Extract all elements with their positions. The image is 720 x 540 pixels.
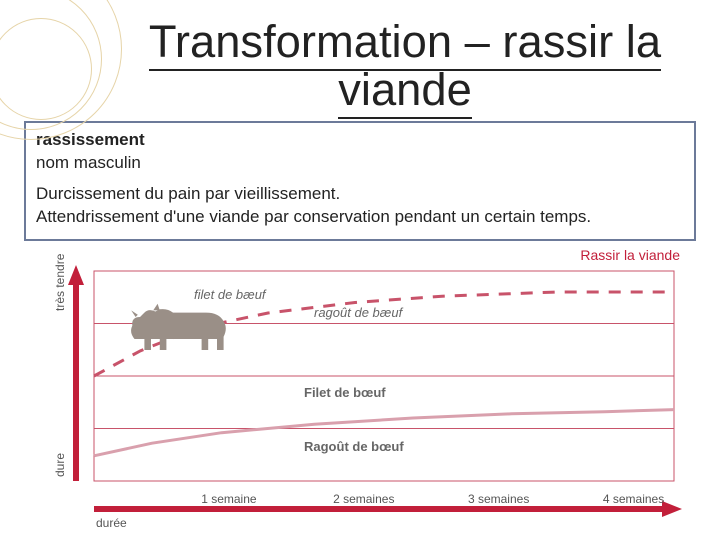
definition-line: Attendrissement d'une viande par conserv… [36,207,591,226]
series-label-top: filet de bæuf [194,287,267,302]
definition-box: rassissement nom masculin Durcissement d… [24,121,696,241]
y-axis-arrowhead [68,265,84,285]
series-label-mid: Ragoût de bœuf [304,439,404,454]
series-label-mid: Filet de bœuf [304,385,386,400]
x-tick-label: 2 semaines [333,492,394,506]
cow-icon [131,304,226,350]
chart-container: Rassir la viande filet de bæuf ragoût de… [34,251,686,540]
y-axis-top-label: très tendre [53,253,67,311]
x-tick-label: 3 semaines [468,492,529,506]
x-axis-label: durée [96,516,127,530]
tenderness-chart: filet de bæuf ragoût de bæuf Filet de bœ… [34,251,686,540]
definition-line: Durcissement du pain par vieillissement. [36,184,340,203]
series-label-top: ragoût de bæuf [314,305,404,320]
x-axis-arrowhead [662,501,682,517]
x-tick-label: 1 semaine [201,492,257,506]
chart-caption: Rassir la viande [580,247,680,263]
y-axis-bottom-label: dure [53,453,67,477]
page-title-text: Transformation – rassir la viande [149,16,661,119]
x-tick-label: 4 semaines [603,492,664,506]
definition-term: rassissement [36,129,684,152]
x-axis-ticks: 1 semaine 2 semaines 3 semaines 4 semaines [201,492,664,506]
page-title: Transformation – rassir la viande [130,18,680,113]
definition-part-of-speech: nom masculin [36,152,684,175]
